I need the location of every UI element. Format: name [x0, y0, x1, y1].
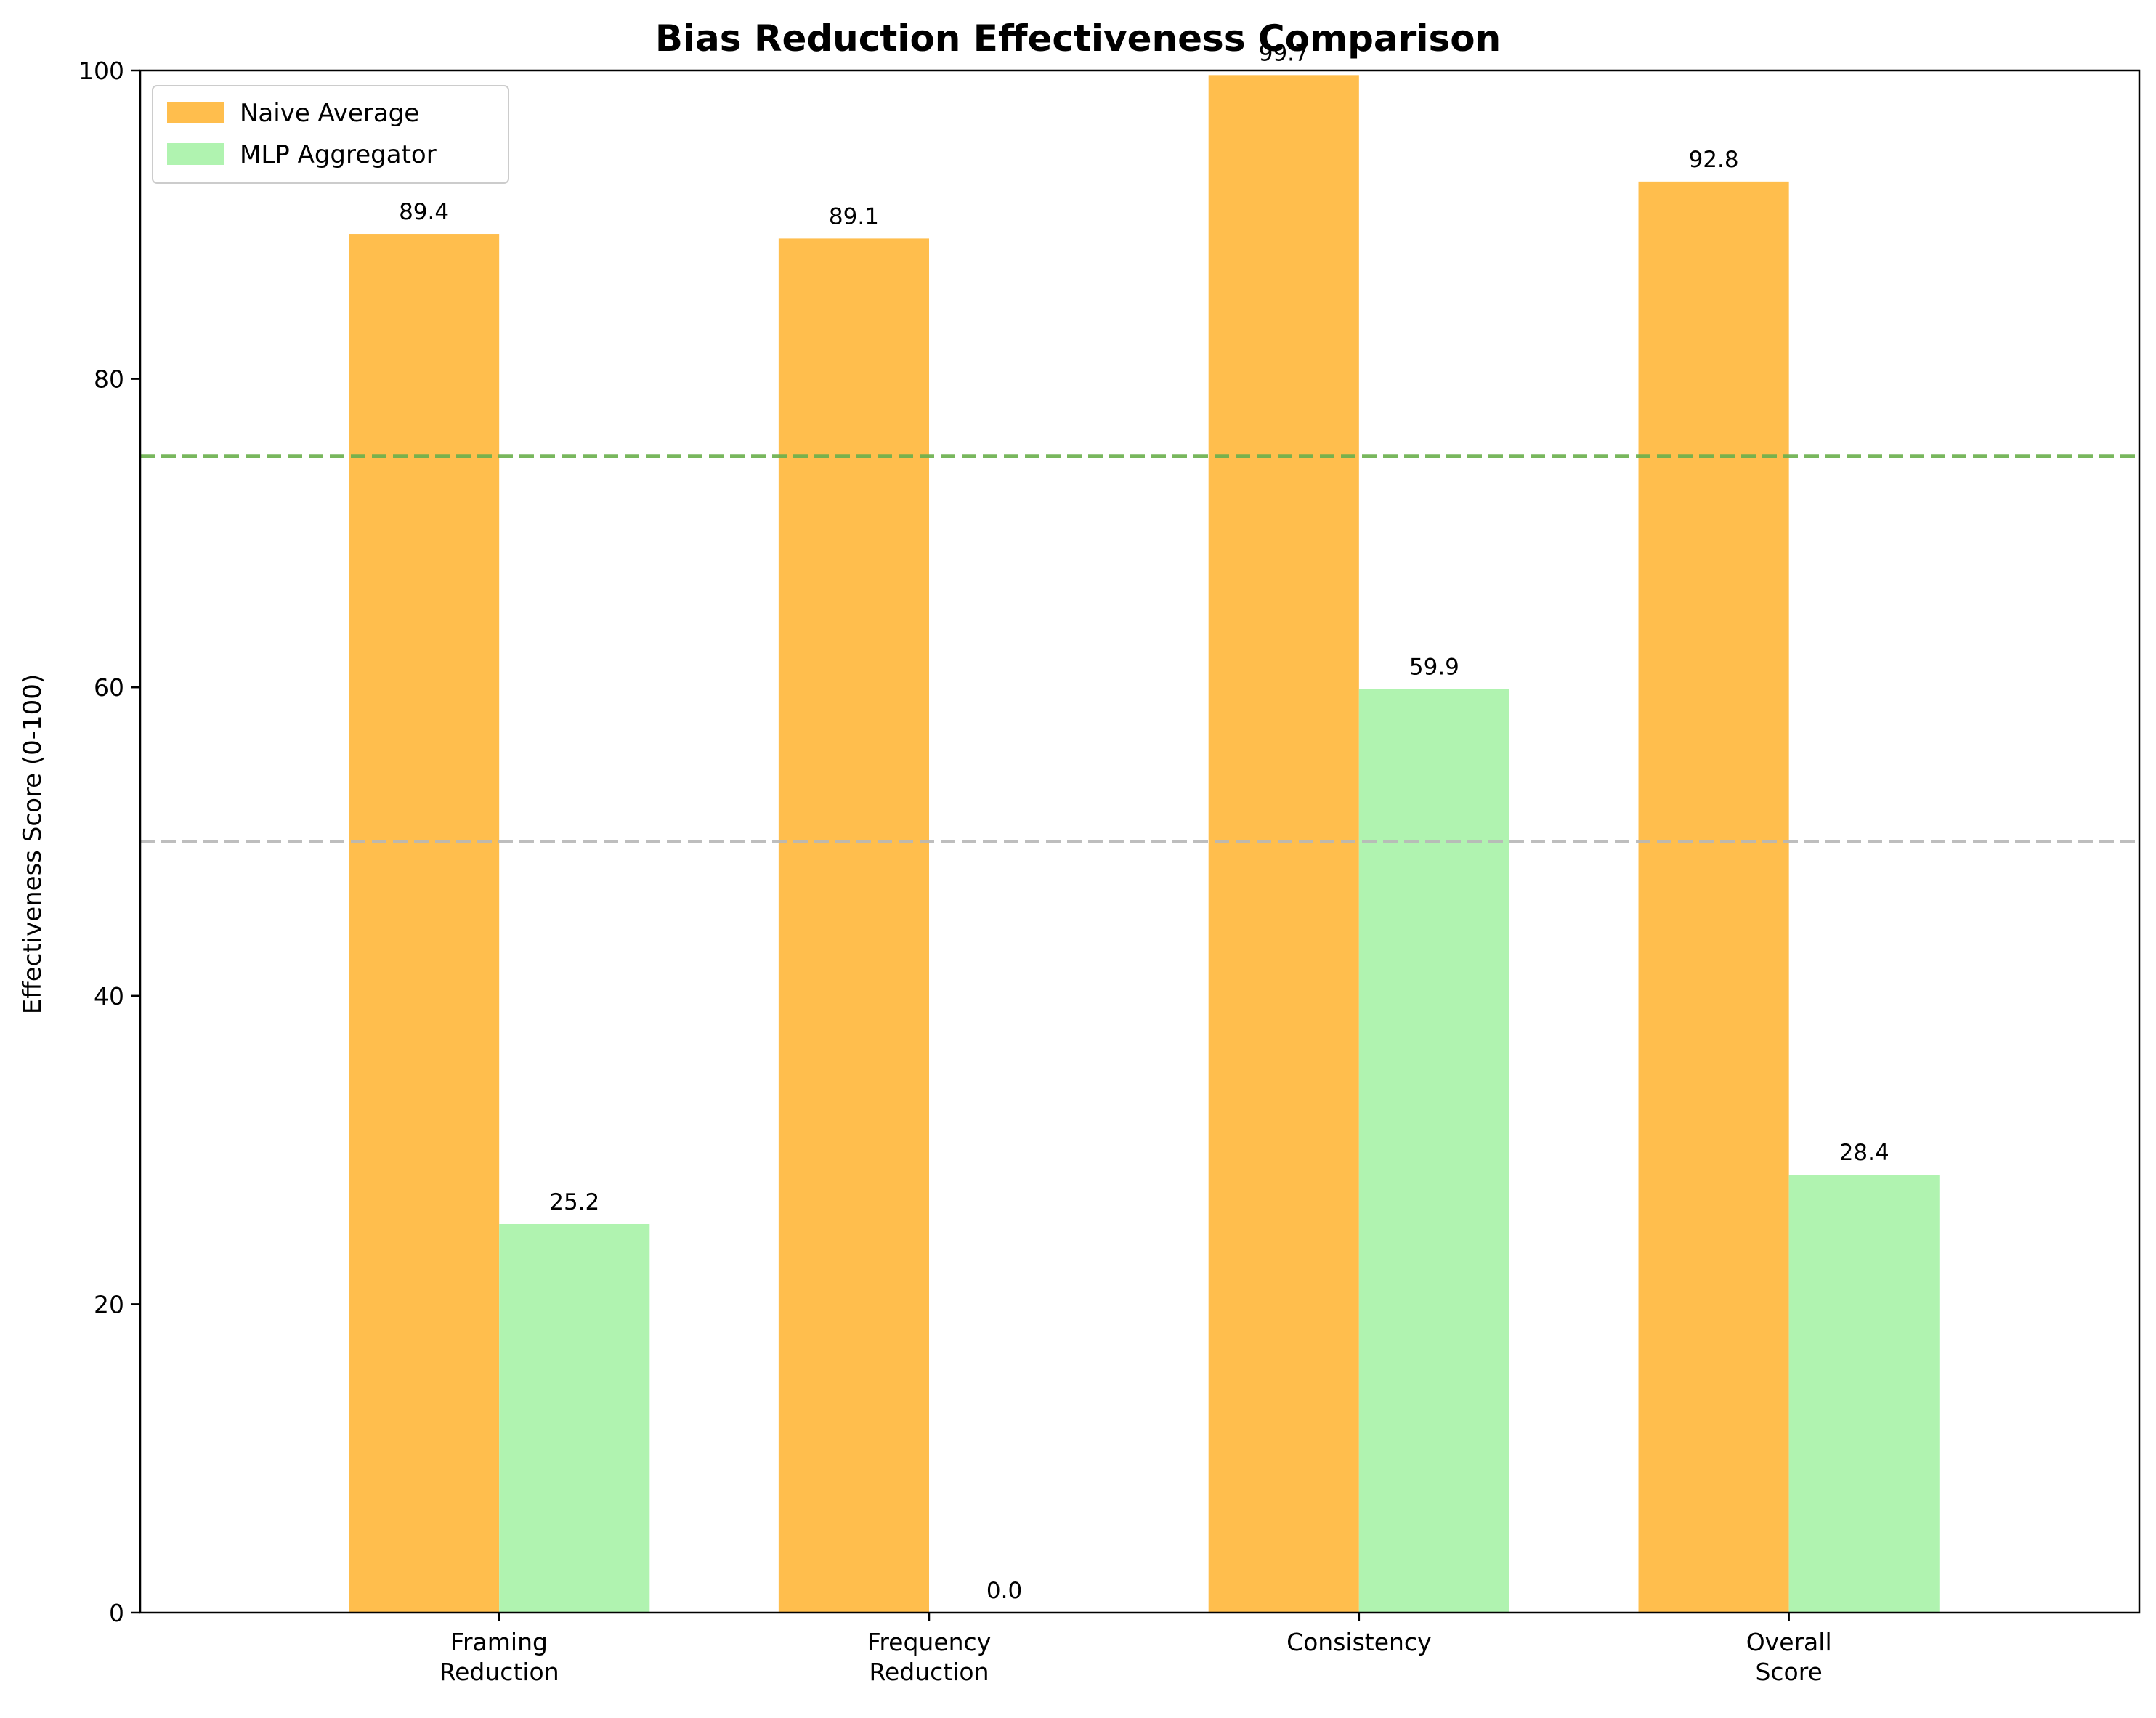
- data-label: 25.2: [549, 1189, 599, 1215]
- x-tick-label: Framing: [450, 1628, 548, 1656]
- y-tick-label: 80: [94, 365, 124, 394]
- bar-mlp-aggregator-3: [1788, 1175, 1940, 1613]
- data-label: 28.4: [1839, 1140, 1889, 1166]
- bar-naive-average-1: [778, 238, 930, 1613]
- legend-label: Naive Average: [240, 99, 419, 128]
- data-label: 0.0: [986, 1578, 1022, 1604]
- bar-mlp-aggregator-2: [1358, 689, 1509, 1613]
- legend-box: [152, 85, 509, 184]
- bar-naive-average-3: [1638, 181, 1789, 1613]
- legend-swatch-0: [167, 102, 224, 123]
- y-tick-label: 20: [94, 1290, 124, 1318]
- y-tick-label: 60: [94, 673, 124, 702]
- bar-mlp-aggregator-0: [499, 1224, 650, 1613]
- x-tick-label: Reduction: [439, 1658, 559, 1686]
- data-label: 92.8: [1689, 147, 1739, 173]
- y-tick-label: 0: [109, 1599, 124, 1627]
- y-axis-label: Effectiveness Score (0-100): [18, 674, 47, 1014]
- y-tick-label: 40: [94, 982, 124, 1010]
- x-tick-label: Consistency: [1286, 1628, 1432, 1656]
- data-label: 99.7: [1259, 40, 1309, 66]
- bar-naive-average-2: [1208, 75, 1359, 1613]
- y-tick-label: 100: [78, 57, 124, 85]
- x-tick-label: Overall: [1746, 1628, 1832, 1656]
- x-tick-label: Score: [1755, 1658, 1822, 1686]
- x-tick-label: Reduction: [870, 1658, 989, 1686]
- data-label: 59.9: [1409, 654, 1459, 680]
- legend-label: MLP Aggregator: [240, 140, 437, 169]
- chart-title: Bias Reduction Effectiveness Comparison: [655, 17, 1501, 60]
- legend-swatch-1: [167, 143, 224, 165]
- data-label: 89.4: [399, 199, 449, 225]
- x-tick-label: Frequency: [867, 1628, 991, 1656]
- bar-naive-average-0: [349, 234, 500, 1613]
- data-label: 89.1: [829, 203, 879, 230]
- plot-frame: [139, 69, 2141, 1614]
